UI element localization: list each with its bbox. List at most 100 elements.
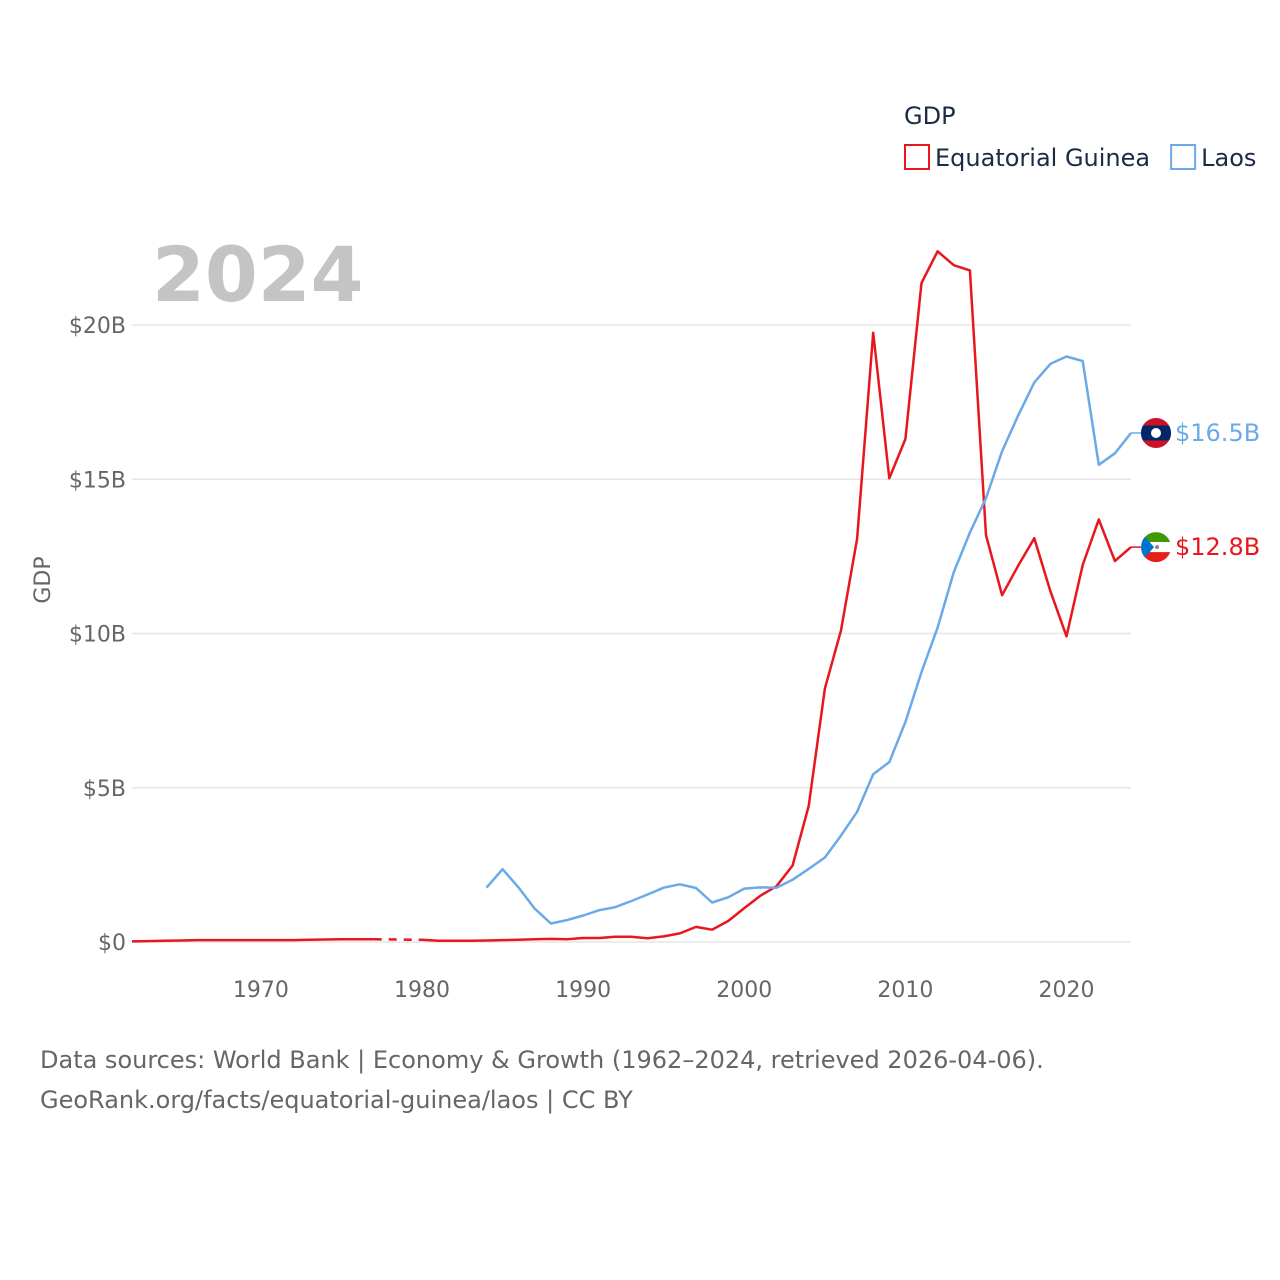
laos-point[interactable] [966, 529, 974, 537]
source-line-2[interactable]: GeoRank.org/facts/equatorial-guinea/laos… [40, 1086, 633, 1114]
equatorial-guinea-point[interactable] [869, 329, 877, 337]
equatorial-guinea-point[interactable] [660, 932, 668, 940]
laos-point[interactable] [482, 884, 490, 892]
laos-point[interactable] [660, 884, 668, 892]
laos-point[interactable] [853, 808, 861, 816]
equatorial-guinea-point[interactable] [595, 934, 603, 942]
laos-point[interactable] [773, 884, 781, 892]
equatorial-guinea-point[interactable] [241, 936, 249, 944]
laos-point[interactable] [1095, 461, 1103, 469]
laos-point[interactable] [756, 883, 764, 891]
equatorial-guinea-point[interactable] [966, 266, 974, 274]
legend-swatch-laos[interactable] [1170, 144, 1197, 170]
equatorial-guinea-point[interactable] [1063, 632, 1071, 640]
laos-point[interactable] [1046, 360, 1054, 368]
laos-point[interactable] [708, 899, 716, 907]
equatorial-guinea-point[interactable] [434, 937, 442, 945]
laos-point[interactable] [531, 905, 539, 913]
laos-point[interactable] [1079, 357, 1087, 365]
equatorial-guinea-point[interactable] [257, 936, 265, 944]
equatorial-guinea-point[interactable] [128, 937, 136, 945]
laos-point[interactable] [547, 919, 555, 927]
equatorial-guinea-point[interactable] [450, 937, 458, 945]
equatorial-guinea-point[interactable] [563, 935, 571, 943]
equatorial-guinea-point[interactable] [1095, 515, 1103, 523]
equatorial-guinea-point[interactable] [579, 934, 587, 942]
equatorial-guinea-point[interactable] [547, 935, 555, 943]
equatorial-guinea-point[interactable] [853, 535, 861, 543]
equatorial-guinea-point[interactable] [418, 936, 426, 944]
legend-swatch-equatorial-guinea[interactable] [904, 144, 930, 170]
equatorial-guinea-point[interactable] [756, 892, 764, 900]
equatorial-guinea-point[interactable] [370, 935, 378, 943]
laos-point[interactable] [869, 770, 877, 778]
equatorial-guinea-point[interactable] [176, 936, 184, 944]
equatorial-guinea-point[interactable] [1079, 561, 1087, 569]
equatorial-guinea-point[interactable] [1030, 534, 1038, 542]
laos-point[interactable] [692, 884, 700, 892]
laos-point[interactable] [918, 668, 926, 676]
equatorial-guinea-point[interactable] [289, 936, 297, 944]
equatorial-guinea-point[interactable] [692, 923, 700, 931]
equatorial-guinea-point[interactable] [998, 591, 1006, 599]
laos-point[interactable] [628, 897, 636, 905]
laos-point[interactable] [789, 876, 797, 884]
equatorial-guinea-point[interactable] [225, 936, 233, 944]
equatorial-guinea-point[interactable] [354, 935, 362, 943]
laos-point[interactable] [1014, 411, 1022, 419]
laos-point[interactable] [724, 893, 732, 901]
laos-point[interactable] [563, 916, 571, 924]
laos-point[interactable] [1111, 449, 1119, 457]
equatorial-guinea-point[interactable] [337, 935, 345, 943]
equatorial-guinea-point[interactable] [901, 435, 909, 443]
equatorial-guinea-point[interactable] [708, 926, 716, 934]
equatorial-guinea-point[interactable] [515, 936, 523, 944]
equatorial-guinea-point[interactable] [837, 626, 845, 634]
laos-point[interactable] [998, 447, 1006, 455]
laos-point[interactable] [1063, 352, 1071, 360]
equatorial-guinea-point[interactable] [499, 936, 507, 944]
equatorial-guinea-point[interactable] [192, 936, 200, 944]
laos-point[interactable] [499, 865, 507, 873]
laos-point[interactable] [934, 624, 942, 632]
equatorial-guinea-point[interactable] [209, 936, 217, 944]
laos-point[interactable] [982, 494, 990, 502]
equatorial-guinea-point[interactable] [321, 936, 329, 944]
equatorial-guinea-point[interactable] [885, 474, 893, 482]
equatorial-guinea-point[interactable] [644, 934, 652, 942]
equatorial-guinea-point[interactable] [805, 802, 813, 810]
equatorial-guinea-point[interactable] [1111, 557, 1119, 565]
laos-point[interactable] [515, 884, 523, 892]
laos-point[interactable] [740, 885, 748, 893]
laos-point[interactable] [611, 903, 619, 911]
laos-point[interactable] [901, 718, 909, 726]
laos-point[interactable] [644, 890, 652, 898]
equatorial-guinea-point[interactable] [482, 936, 490, 944]
equatorial-guinea-point[interactable] [611, 933, 619, 941]
equatorial-guinea-point[interactable] [1046, 587, 1054, 595]
equatorial-guinea-point[interactable] [676, 929, 684, 937]
laos-point[interactable] [676, 880, 684, 888]
laos-point[interactable] [1030, 378, 1038, 386]
equatorial-guinea-point[interactable] [160, 937, 168, 945]
laos-point[interactable] [595, 906, 603, 914]
equatorial-guinea-point[interactable] [789, 861, 797, 869]
equatorial-guinea-point[interactable] [934, 247, 942, 255]
laos-point[interactable] [579, 911, 587, 919]
laos-point[interactable] [821, 853, 829, 861]
equatorial-guinea-point[interactable] [531, 935, 539, 943]
laos-point[interactable] [837, 832, 845, 840]
equatorial-guinea-point[interactable] [144, 937, 152, 945]
equatorial-guinea-point[interactable] [740, 904, 748, 912]
equatorial-guinea-point[interactable] [724, 917, 732, 925]
equatorial-guinea-point[interactable] [1014, 562, 1022, 570]
equatorial-guinea-point[interactable] [950, 261, 958, 269]
laos-point[interactable] [885, 758, 893, 766]
equatorial-guinea-point[interactable] [821, 684, 829, 692]
equatorial-guinea-point[interactable] [628, 933, 636, 941]
laos-point[interactable] [805, 865, 813, 873]
laos-point[interactable] [950, 568, 958, 576]
equatorial-guinea-point[interactable] [982, 531, 990, 539]
equatorial-guinea-point[interactable] [466, 937, 474, 945]
equatorial-guinea-point[interactable] [273, 936, 281, 944]
